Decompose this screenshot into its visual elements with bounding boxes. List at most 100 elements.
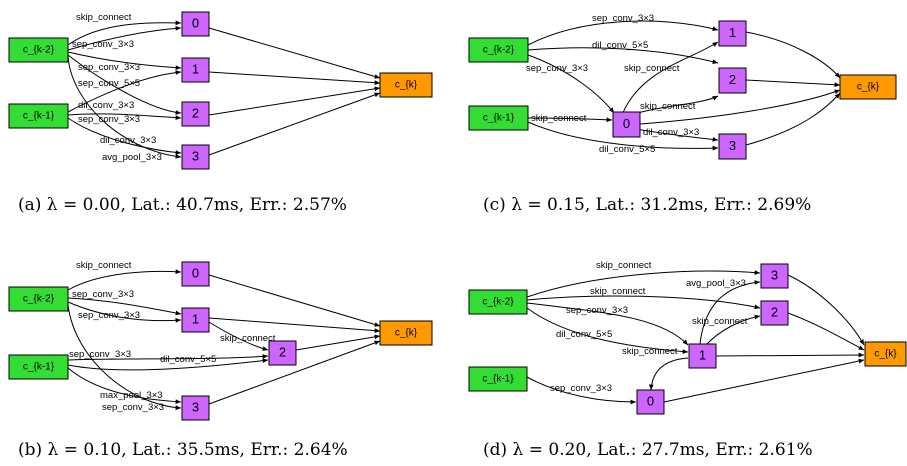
node-input-k1: c_{k-1}	[8, 354, 69, 380]
edge	[663, 358, 865, 403]
svg-text:2: 2	[729, 72, 736, 87]
node-output: c_{k}	[379, 72, 433, 98]
node-3: 3	[718, 133, 747, 160]
edge	[295, 334, 381, 351]
op-label: dil_conv_5×5	[599, 144, 655, 155]
svg-text:2: 2	[192, 105, 199, 120]
edge	[527, 117, 613, 123]
node-2: 2	[718, 67, 747, 94]
op-label: dil_conv_3×3	[78, 100, 134, 111]
svg-text:1: 1	[192, 61, 199, 76]
svg-text:c_{k-2}: c_{k-2}	[23, 45, 55, 56]
svg-text:0: 0	[647, 393, 654, 408]
edge	[67, 54, 182, 159]
op-label: sep_conv_3×3	[78, 310, 140, 321]
svg-text:1: 1	[729, 25, 736, 40]
node-1: 1	[181, 57, 210, 83]
op-label: skip_connect	[76, 12, 132, 23]
op-label: sep_conv_3×3	[72, 289, 134, 300]
edge	[67, 297, 182, 316]
svg-text:c_{k-2}: c_{k-2}	[483, 45, 515, 56]
op-label: skip_connect	[590, 286, 646, 297]
edge	[526, 307, 689, 354]
node-output: c_{k}	[379, 320, 433, 346]
op-label: dil_conv_5×5	[556, 329, 612, 340]
node-output: c_{k}	[839, 74, 897, 100]
svg-text:1: 1	[192, 311, 199, 326]
edge	[208, 71, 381, 86]
edge	[67, 367, 182, 405]
edge	[208, 317, 381, 333]
op-label: sep_conv_3×3	[78, 62, 140, 73]
panel-d: skip_connect avg_pool_3×3 skip_connect s…	[468, 260, 907, 415]
caption-c: (c) λ = 0.15, Lat.: 31.2ms, Err.: 2.69%	[483, 195, 812, 215]
op-label: sep_conv_3×3	[102, 402, 164, 413]
node-input-k1: c_{k-1}	[468, 105, 529, 131]
edge	[527, 20, 719, 46]
edge	[745, 79, 841, 88]
edge	[715, 352, 865, 358]
edge	[527, 121, 719, 151]
op-label: skip_connect	[531, 113, 587, 124]
svg-text:3: 3	[771, 267, 778, 282]
edge	[67, 358, 269, 371]
op-label: sep_conv_3×3	[526, 63, 588, 74]
node-input-k2: c_{k-2}	[468, 289, 528, 315]
svg-text:c_{k-1}: c_{k-1}	[23, 111, 55, 122]
edge	[67, 117, 182, 155]
node-3: 3	[760, 263, 789, 289]
op-label: dil_conv_3×3	[100, 135, 156, 146]
svg-text:3: 3	[192, 148, 199, 163]
edge	[527, 54, 615, 114]
op-label: sep_conv_3×3	[78, 114, 140, 125]
op-label: skip_connect	[220, 333, 276, 344]
edge	[67, 304, 182, 411]
op-label: dil_conv_5×5	[160, 354, 216, 365]
edge	[745, 31, 841, 79]
svg-text:1: 1	[699, 347, 706, 362]
edge	[67, 269, 182, 291]
edge	[745, 92, 841, 146]
caption-b: (b) λ = 0.10, Lat.: 35.5ms, Err.: 2.64%	[18, 440, 348, 460]
node-1: 1	[718, 20, 747, 47]
svg-text:0: 0	[192, 15, 199, 30]
node-input-k1: c_{k-1}	[8, 103, 69, 129]
svg-text:c_{k}: c_{k}	[395, 80, 418, 91]
edge	[67, 301, 182, 323]
edge	[67, 51, 182, 71]
svg-text:c_{k-1}: c_{k-1}	[23, 362, 55, 373]
node-1: 1	[688, 343, 717, 369]
node-2: 2	[268, 340, 297, 366]
node-3: 3	[181, 395, 210, 421]
node-input-k2: c_{k-2}	[8, 286, 69, 312]
svg-text:c_{k-1}: c_{k-1}	[483, 113, 515, 124]
op-label: skip_connect	[624, 63, 680, 74]
edge	[526, 270, 761, 298]
node-0: 0	[181, 261, 210, 287]
edge	[208, 86, 381, 116]
svg-text:c_{k-1}: c_{k-1}	[482, 374, 514, 385]
node-output: c_{k}	[864, 341, 907, 367]
op-label: avg_pool_3×3	[102, 152, 162, 163]
op-label: sep_conv_3×3	[592, 13, 654, 24]
edge	[787, 274, 865, 346]
edge	[208, 321, 269, 351]
edge	[67, 70, 182, 113]
edge	[705, 314, 761, 346]
svg-text:2: 2	[771, 304, 778, 319]
node-3: 3	[181, 144, 210, 170]
op-label: sep_conv_3×3	[550, 383, 612, 394]
op-label: dil_conv_5×5	[592, 40, 648, 51]
op-label: sep_conv_5×5	[78, 78, 140, 89]
edge	[67, 20, 182, 46]
svg-text:c_{k}: c_{k}	[857, 82, 880, 93]
edge	[67, 113, 182, 121]
op-label: sep_conv_3×3	[69, 349, 131, 360]
op-label: skip_connect	[622, 346, 678, 357]
svg-text:0: 0	[623, 116, 630, 131]
svg-text:3: 3	[729, 138, 736, 153]
panel-b: skip_connect sep_conv_3×3 sep_conv_3×3 s…	[8, 260, 433, 421]
svg-text:2: 2	[279, 344, 286, 359]
op-label: sep_conv_3×3	[72, 39, 134, 50]
node-input-k2: c_{k-2}	[468, 37, 529, 63]
